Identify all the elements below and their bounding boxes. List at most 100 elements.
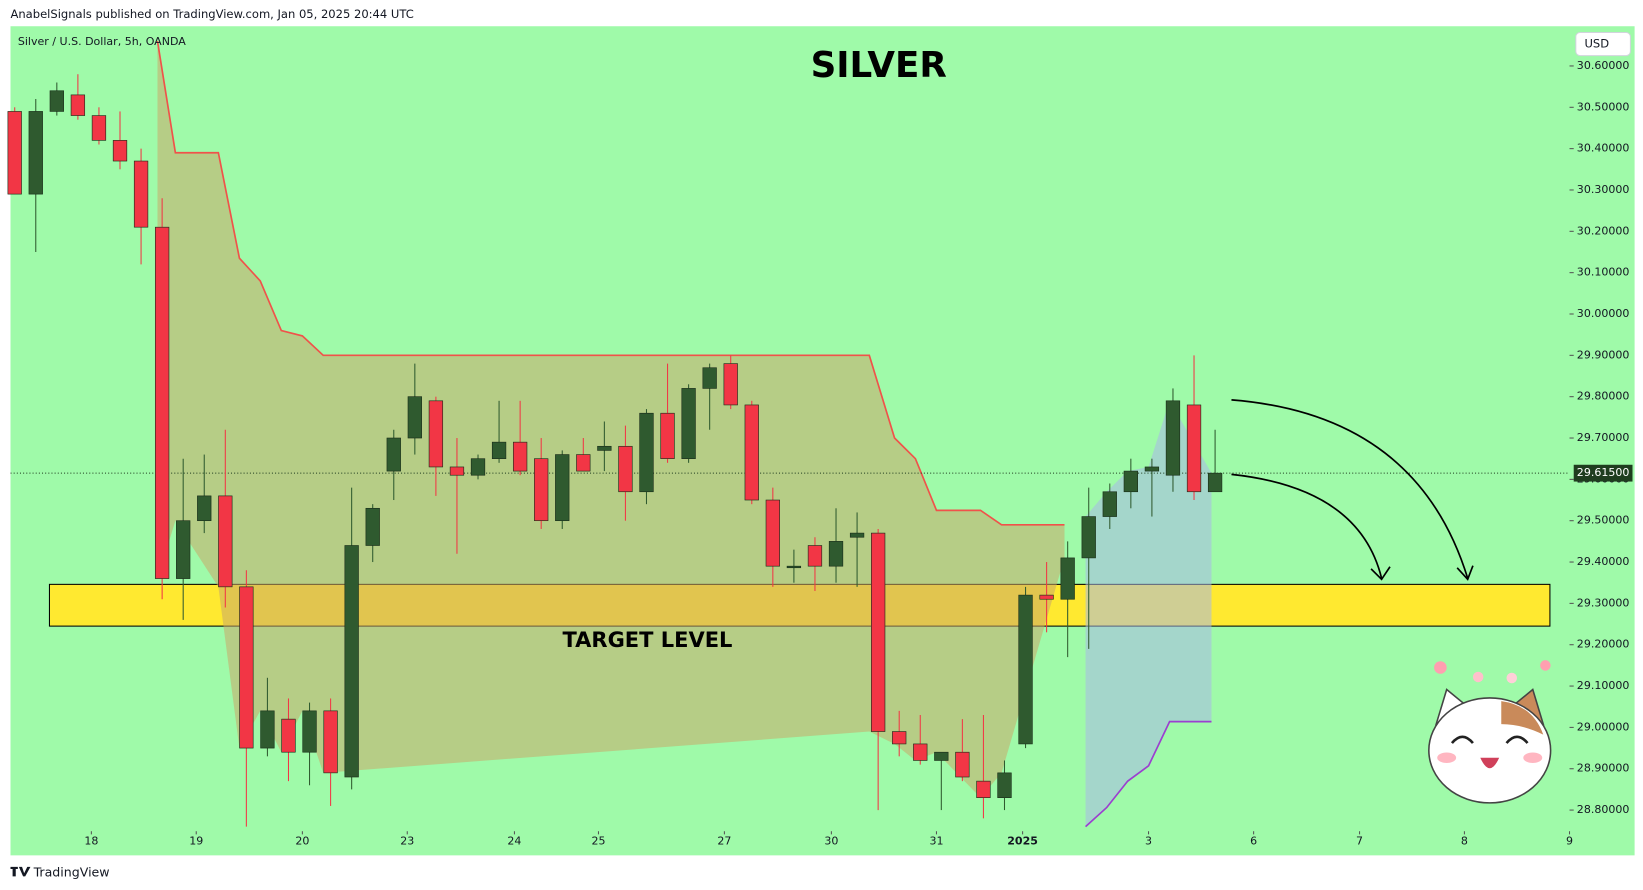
candle-body — [976, 780, 991, 798]
candle-body — [723, 363, 738, 406]
y-tick-label: 30.00000 — [1577, 307, 1630, 320]
candle-body — [892, 731, 907, 745]
y-tick-label: 29.80000 — [1577, 390, 1630, 403]
cat-eye — [1505, 735, 1529, 744]
candle-body — [534, 458, 549, 522]
arrow — [1231, 399, 1469, 579]
candle-body — [744, 404, 759, 501]
candle-body — [1081, 516, 1096, 559]
candle-body — [639, 412, 654, 493]
cat-mouth — [1480, 757, 1500, 769]
candle-body — [934, 751, 949, 761]
x-tick-label: 8 — [1461, 835, 1468, 848]
candle-body — [112, 140, 128, 162]
candle-body — [70, 94, 86, 116]
y-tick-label: 28.80000 — [1577, 803, 1630, 816]
cat-eye — [1450, 735, 1474, 744]
last-price-label: 29.61500 — [1577, 466, 1630, 479]
x-tick-label: 30 — [824, 835, 838, 848]
trend-shade — [1085, 400, 1212, 827]
candle-body — [786, 565, 802, 569]
candle-body — [239, 586, 254, 749]
x-tick-label: 3 — [1145, 835, 1152, 848]
arrows — [1231, 399, 1474, 581]
logo-mark — [10, 866, 31, 877]
candle-body — [7, 111, 22, 195]
candle-body — [407, 396, 422, 439]
x-tick-label: 27 — [717, 835, 731, 848]
y-tick-label: 29.90000 — [1577, 348, 1630, 361]
candle-body — [1018, 594, 1033, 745]
candle-body — [428, 400, 444, 468]
x-tick-label: 25 — [591, 835, 605, 848]
last-price-box — [1573, 464, 1633, 482]
currency[interactable]: USD — [1584, 37, 1609, 51]
x-tick-label: 23 — [400, 835, 414, 848]
candle-body — [323, 710, 338, 774]
chart-title: SILVER — [811, 45, 947, 86]
candle-body — [154, 226, 170, 579]
arrow-head — [1456, 565, 1474, 581]
x-tick-label: 24 — [507, 835, 521, 848]
candle-body — [597, 445, 612, 451]
symbol: Silver / U.S. Dollar, 5h, OANDA — [18, 35, 186, 48]
candle-body — [1039, 594, 1054, 600]
y-tick-label: 30.40000 — [1577, 142, 1630, 155]
arrow-head — [1370, 566, 1391, 581]
annotation: TARGET LEVEL — [562, 628, 732, 652]
candle-body — [260, 710, 275, 749]
y-tick-label: 30.30000 — [1577, 183, 1630, 196]
candle-body — [765, 499, 780, 567]
candle-body — [618, 445, 633, 493]
y-tick-label: 29.10000 — [1577, 679, 1630, 692]
cat-sticker — [1428, 660, 1552, 804]
y-tick-label: 28.90000 — [1577, 762, 1630, 775]
arrow — [1231, 473, 1383, 579]
currency-box[interactable] — [1575, 32, 1631, 57]
candle-body — [913, 743, 928, 761]
candle-body — [302, 710, 317, 753]
trend-shade — [157, 41, 1065, 798]
candle-body — [1060, 557, 1075, 600]
cat-blush — [1437, 752, 1457, 764]
candle-body — [955, 751, 970, 778]
y-tick-label: 29.20000 — [1577, 638, 1630, 651]
x-tick-label: 31 — [929, 835, 943, 848]
candle-body — [344, 545, 359, 778]
y-tick-label: 29.30000 — [1577, 596, 1630, 609]
candle-body — [470, 458, 486, 476]
candle-body — [997, 772, 1012, 798]
x-tick-label: 6 — [1250, 835, 1257, 848]
flower — [1434, 661, 1447, 674]
candle-body — [491, 441, 507, 460]
candle-body — [681, 388, 696, 460]
x-tick-label: 2025 — [1007, 835, 1038, 848]
x-tick-label: 7 — [1356, 835, 1363, 848]
candle-body — [849, 532, 865, 538]
candle-body — [49, 90, 64, 112]
y-tick-label: 29.00000 — [1577, 720, 1630, 733]
y-tick-label: 30.60000 — [1577, 59, 1630, 72]
candle-body — [555, 454, 570, 522]
candle-body — [1186, 404, 1202, 493]
flower — [1540, 660, 1551, 671]
candle-body — [576, 454, 591, 472]
candle-body — [197, 495, 212, 522]
x-tick-label: 9 — [1566, 835, 1573, 848]
candle-body — [1207, 472, 1223, 493]
y-tick-label: 30.20000 — [1577, 224, 1630, 237]
candle-body — [1123, 470, 1138, 493]
candle-body — [133, 160, 149, 228]
x-tick-label: 20 — [295, 835, 309, 848]
flower — [1472, 671, 1484, 683]
x-tick-label: 19 — [189, 835, 203, 848]
candle-body — [1144, 466, 1160, 472]
y-tick-label: 29.40000 — [1577, 555, 1630, 568]
candle-body — [386, 437, 401, 472]
y-tick-label: 29.50000 — [1577, 514, 1630, 527]
y-tick-label: 30.50000 — [1577, 100, 1630, 113]
candle-body — [660, 412, 675, 460]
candle-body — [870, 532, 886, 732]
cat-patch — [1501, 701, 1544, 735]
